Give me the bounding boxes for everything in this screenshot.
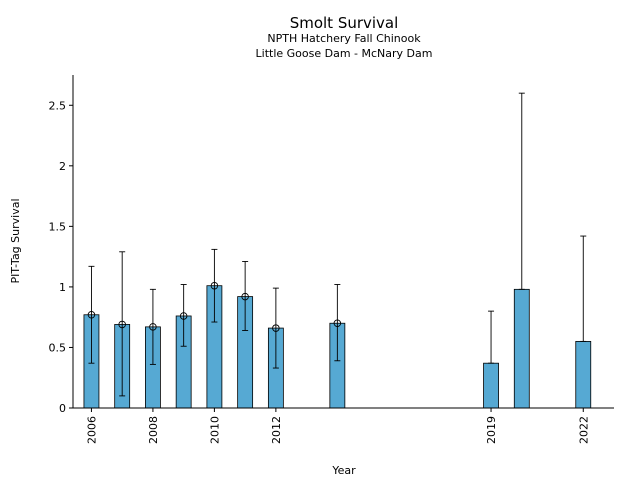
chart-title: Smolt Survival — [290, 14, 399, 32]
x-tick-label: 2012 — [270, 416, 283, 444]
x-tick-label: 2019 — [485, 416, 498, 444]
y-tick-label: 2 — [59, 160, 66, 173]
point-marker — [149, 323, 157, 331]
chart-subtitle-line-2: Little Goose Dam - McNary Dam — [256, 47, 433, 60]
point-marker — [87, 311, 96, 319]
y-tick-label: 2.5 — [49, 99, 67, 112]
x-tick-label: 2010 — [208, 416, 221, 444]
point-marker — [333, 319, 342, 327]
x-tick-label: 2006 — [85, 416, 98, 444]
y-tick-label: 1.5 — [49, 220, 67, 233]
chart-subtitle-line-1: NPTH Hatchery Fall Chinook — [267, 32, 421, 45]
point-marker — [210, 281, 219, 290]
x-tick-label: 2022 — [577, 416, 590, 444]
y-axis-label: PIT-Tag Survival — [9, 198, 22, 283]
y-tick-label: 0 — [59, 402, 66, 415]
x-axis-label: Year — [331, 464, 356, 477]
bar — [575, 340, 592, 409]
bar — [483, 362, 499, 409]
point-marker — [272, 324, 280, 332]
y-tick-label: 0.5 — [49, 341, 67, 354]
plot-area: 0 0.5 1 1.5 2 2.5 2006 2008 2010 2012 2019 2022 — [49, 75, 614, 444]
point-marker — [241, 292, 249, 301]
y-tick-label: 1 — [59, 281, 66, 294]
point-marker — [179, 312, 188, 320]
x-tick-label: 2008 — [147, 416, 160, 444]
point-marker — [118, 320, 126, 329]
bar — [513, 288, 530, 409]
